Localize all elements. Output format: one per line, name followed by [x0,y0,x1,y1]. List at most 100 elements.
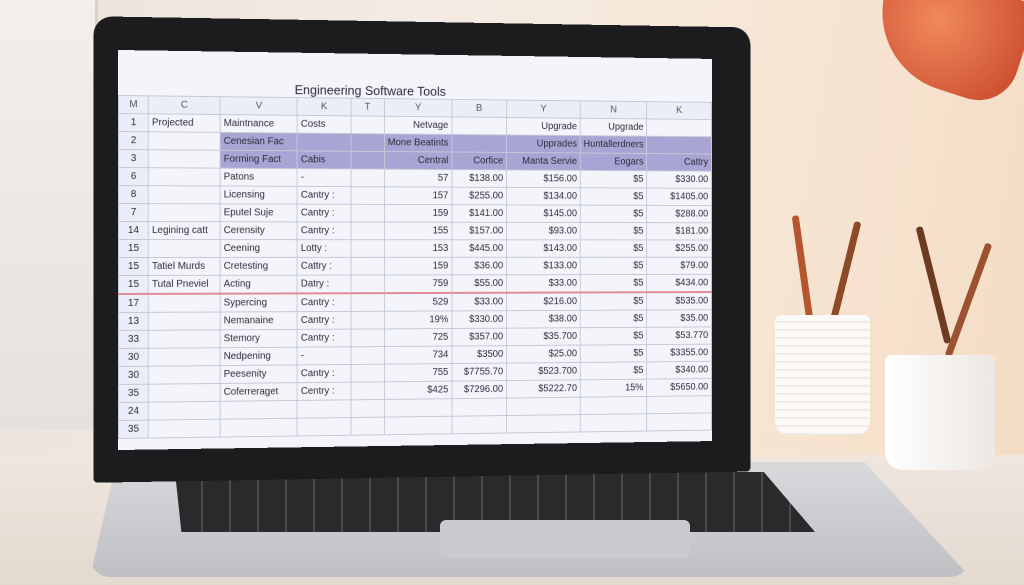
cell: Netvage [384,116,452,135]
cell: Cerensity [220,221,298,240]
cell: Cretesting [220,257,298,276]
cell: $7296.00 [451,380,507,399]
cell: 153 [384,239,452,258]
cell [506,414,581,434]
cell: $3500 [451,345,507,364]
cell [148,203,221,222]
cell [148,167,221,186]
cell: Tatiel Murds [148,257,221,276]
cell [220,400,298,420]
cell: $288.00 [646,205,712,223]
cell: Eogars [580,152,647,171]
cell: - [297,346,351,365]
cell [350,274,385,294]
cell: $5 [580,292,647,311]
picture-frame [0,0,98,430]
row-number: 30 [118,366,149,385]
cell: $340.00 [646,361,712,380]
cell [350,364,385,383]
cell: Cenesian Fac [220,132,298,151]
cell [350,257,385,276]
lamp [861,0,1024,111]
cell: $134.00 [506,187,581,206]
cell: 155 [384,222,452,240]
cell [297,399,351,419]
sheet-row: 7 Eputel Suje Cantry : 159 $141.00 $145.00 $5 $… [118,203,712,223]
row-number: 15 [118,239,149,258]
cell: Licensing [220,185,298,205]
cell [220,418,298,438]
cell [148,131,221,151]
cell: $5 [580,361,647,380]
cell: Lotty : [297,239,351,258]
cell: $5 [580,187,647,206]
column-letter: M [118,95,149,114]
cell: Coferreraget [220,382,298,402]
cell: Cantry : [297,204,351,222]
cell: Upprades [506,134,581,153]
cell: $181.00 [646,222,712,240]
cell [646,412,712,432]
cell: $53.770 [646,326,712,345]
cell: Acting [220,275,298,294]
cell: $35.700 [506,327,581,346]
cell [350,381,385,400]
cell: $425 [384,381,452,400]
cell: $141.00 [451,204,507,223]
cell: Forming Fact [220,150,298,169]
cell [350,133,385,152]
cell [350,168,385,187]
spreadsheet-screen: Engineering Software Tools M C V K T Y B Y N K 1 Pr… [118,50,712,450]
pencil [944,242,993,358]
column-letter: Y [506,100,581,119]
cell [350,328,385,347]
cell: Huntallerdners [580,135,647,154]
cell: $156.00 [506,169,581,188]
cell: $25.00 [506,345,581,364]
cell: $143.00 [506,239,581,258]
cell: Cantry : [297,221,351,240]
cell: $33.00 [451,292,507,311]
cell [451,415,507,434]
cell: Cantry : [297,293,351,312]
cell: Sypercing [220,293,298,313]
cell [148,329,221,349]
cell: $38.00 [506,310,581,329]
row-number: 30 [118,348,149,367]
cell [350,204,385,223]
row-number: 15 [118,257,149,276]
cell: $93.00 [506,222,581,240]
cell: Centry : [297,382,351,401]
cell [148,383,221,403]
cell: Datry : [297,275,351,294]
row-number: 7 [118,203,149,222]
cell: Upgrade [580,118,647,137]
cell: $5 [580,170,647,189]
row-number: 33 [118,330,149,349]
cell: $36.00 [451,257,507,275]
cell [350,151,385,170]
column-letter: V [220,96,298,116]
cell: Upgrade [506,117,581,136]
cell: Nedpening [220,347,298,366]
cell [148,293,221,313]
cell [148,312,221,331]
cell: $1405.00 [646,188,712,206]
cell: Cabis [297,150,351,169]
cell [350,293,385,312]
sheet-row: 15 Tutal Pneviel Acting Datry : 759 $55.00 $33… [118,274,712,294]
column-letter: K [646,101,712,120]
cell: Patons [220,168,298,187]
cell: Stemory [220,329,298,348]
column-letter: N [580,100,647,119]
cell: 725 [384,328,452,347]
cell: Nemanaine [220,311,298,330]
cell: 19% [384,310,452,329]
cell [148,149,221,169]
cell: $5 [580,310,647,328]
cell: Projected [148,113,221,133]
cell: $145.00 [506,204,581,223]
cell: $5 [580,257,647,275]
cell [350,417,385,436]
cell [451,116,507,135]
